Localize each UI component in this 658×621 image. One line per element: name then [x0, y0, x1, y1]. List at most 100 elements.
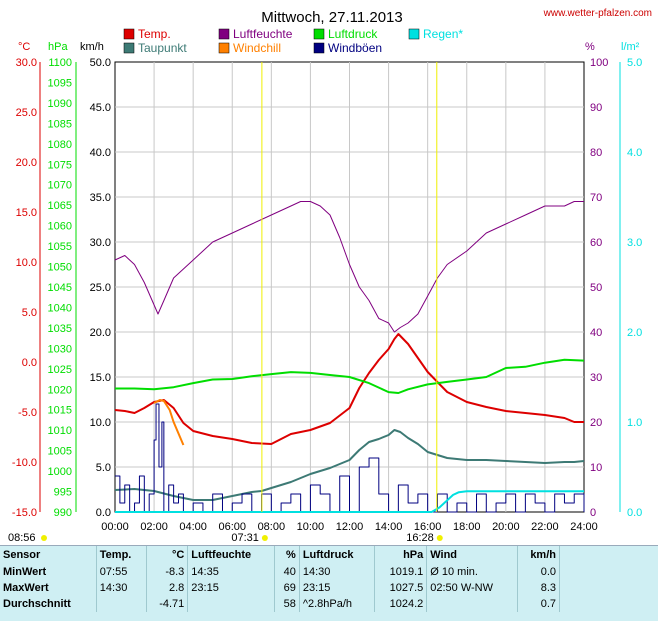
y-tick-wind: 35.0: [90, 192, 111, 204]
stats-header-cell: %: [274, 546, 300, 564]
axis-units: °C hPa km/h% l/m²: [18, 41, 640, 53]
x-tick-label: 10:00: [297, 521, 325, 533]
legend-swatch: [218, 42, 230, 54]
legend-label: Luftdruck: [328, 27, 378, 41]
x-tick-label: 22:00: [531, 521, 559, 533]
legend-label: Windchill: [233, 41, 281, 55]
x-tick-label: 14:00: [375, 521, 403, 533]
x-tick-label: 24:00: [570, 521, 598, 533]
y-tick-humidity: 40: [590, 327, 602, 339]
x-tick-label: 02:00: [140, 521, 168, 533]
unit-rain: l/m²: [621, 41, 640, 53]
y-tick-pressure: 1030: [48, 343, 72, 355]
series-line-temp: [114, 333, 584, 445]
stats-cell: 02:50 W-NW: [426, 580, 518, 596]
y-tick-rain: 1.0: [627, 417, 642, 429]
stats-cell: 69: [274, 580, 300, 596]
y-tick-humidity: 100: [590, 57, 608, 69]
y-tick-pressure: 1045: [48, 282, 72, 294]
unit-pressure: hPa: [48, 41, 68, 53]
series-line-pressure: [115, 358, 585, 394]
y-tick-wind: 5.0: [96, 462, 111, 474]
unit-humidity: %: [585, 41, 595, 53]
x-tick-label: 20:00: [492, 521, 520, 533]
legend-label: Luftfeuchte: [233, 27, 293, 41]
stats-header-cell: °C: [146, 546, 189, 564]
x-tick-label: 16:00: [414, 521, 442, 533]
y-tick-humidity: 50: [590, 282, 602, 294]
stats-cell: ^2.8hPa/h: [299, 596, 375, 612]
y-tick-pressure: 1035: [48, 323, 72, 335]
series-line-rain: [115, 490, 584, 513]
stats-cell: 40: [274, 564, 300, 580]
y-tick-pressure: 1010: [48, 425, 72, 437]
x-tick-label: 06:00: [218, 521, 246, 533]
y-tick-wind: 20.0: [90, 327, 111, 339]
x-axis: 00:00 02:00 04:00 06:00 08:00 10:00 12:00 14:00…: [101, 521, 598, 533]
y-tick-pressure: 1005: [48, 446, 72, 458]
site-link[interactable]: www.wetter-pfalzen.com: [543, 8, 652, 19]
y-tick-pressure: 1090: [48, 98, 72, 110]
y-tick-wind: 30.0: [90, 237, 111, 249]
chart-title: Mittwoch, 27.11.2013: [261, 9, 402, 26]
legend-swatch: [313, 28, 325, 40]
series-layer: [114, 201, 585, 513]
y-tick-wind: 40.0: [90, 147, 111, 159]
y-tick-temp: 20.0: [16, 157, 37, 169]
y-tick-pressure: 990: [54, 507, 72, 519]
y-tick-pressure: 1015: [48, 405, 72, 417]
y-tick-pressure: 1080: [48, 139, 72, 151]
stats-header-cell: Sensor: [0, 546, 97, 564]
stats-header-cell: Wind: [426, 546, 518, 564]
y-tick-rain: 5.0: [627, 57, 642, 69]
y-tick-pressure: 1055: [48, 241, 72, 253]
y-tick-pressure: 1070: [48, 180, 72, 192]
y-axes-left: 30.0 25.0 20.0 15.0 10.0 5.0 0.0 -5.0 -10.0 -15.0…: [12, 57, 111, 519]
sun-icon: [261, 535, 268, 541]
y-tick-rain: 2.0: [627, 327, 642, 339]
y-tick-wind: 50.0: [90, 57, 111, 69]
y-tick-pressure: 1040: [48, 302, 72, 314]
y-tick-humidity: 0: [590, 507, 596, 519]
stats-header-cell: km/h: [517, 546, 561, 564]
stats-cell: [426, 596, 518, 612]
x-tick-label: 04:00: [179, 521, 207, 533]
sun-icon: [436, 535, 443, 541]
stats-cell: 14:30: [96, 580, 147, 596]
legend-label: Regen*: [423, 27, 463, 41]
series-line-windchill: [153, 399, 185, 446]
stats-cell: 23:15: [299, 580, 375, 596]
stats-cell: 8.3: [517, 580, 561, 596]
stats-cell: 1024.2: [374, 596, 428, 612]
stats-row-max: MaxWert 14:30 2.8 23:15 69 23:15 1027.5 …: [0, 580, 561, 596]
y-tick-pressure: 1100: [48, 57, 72, 69]
stats-cell: 58: [274, 596, 300, 612]
stats-cell: Durchschnitt: [0, 596, 97, 612]
stats-cell: 0.0: [517, 564, 561, 580]
y-tick-humidity: 90: [590, 102, 602, 114]
stats-cell: 14:35: [187, 564, 275, 580]
y-tick-humidity: 30: [590, 372, 602, 384]
y-tick-pressure: 1075: [48, 159, 72, 171]
y-tick-temp: -15.0: [12, 507, 37, 519]
y-tick-pressure: 1020: [48, 384, 72, 396]
stats-header-cell: hPa: [374, 546, 428, 564]
legend-swatch: [408, 28, 420, 40]
y-tick-humidity: 20: [590, 417, 602, 429]
y-tick-pressure: 1025: [48, 364, 72, 376]
left-time-label: 08:56: [8, 532, 36, 544]
stats-row-min: MinWert 07:55 -8.3 14:35 40 14:30 1019.1…: [0, 564, 561, 580]
y-tick-wind: 10.0: [90, 417, 111, 429]
legend-swatch: [218, 28, 230, 40]
stats-header-cell: Temp.: [96, 546, 147, 564]
stats-cell: 1019.1: [374, 564, 428, 580]
y-tick-pressure: 1000: [48, 466, 72, 478]
stats-header-cell: Luftfeuchte: [187, 546, 275, 564]
stats-row-avg: Durchschnitt -4.71 58 ^2.8hPa/h 1024.2 0…: [0, 596, 561, 612]
y-tick-humidity: 80: [590, 147, 602, 159]
stats-cell: 07:55: [96, 564, 147, 580]
stats-cell: 23:15: [187, 580, 275, 596]
y-tick-temp: 0.0: [22, 357, 37, 369]
y-tick-temp: 30.0: [16, 57, 37, 69]
